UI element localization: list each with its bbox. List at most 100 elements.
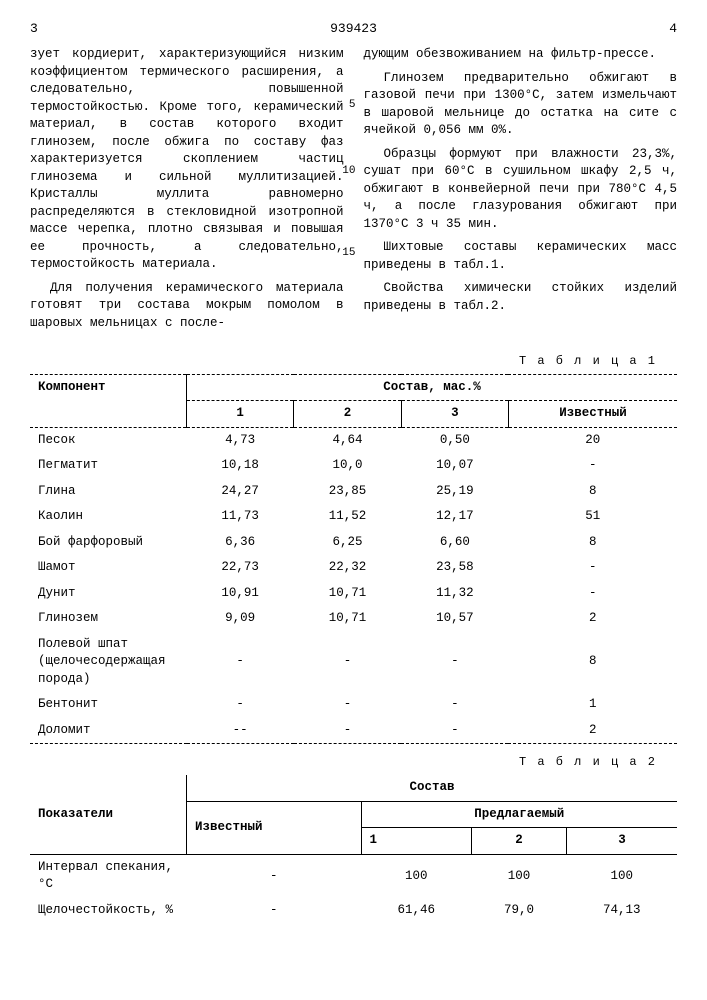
cell-c3: 6,60	[401, 530, 508, 556]
cell-c3: 10,07	[401, 453, 508, 479]
t2-col-1: 1	[361, 828, 471, 855]
right-column: дующим обезвоживанием на фильтр-прессе. …	[364, 46, 678, 338]
cell-known: 1	[508, 692, 677, 718]
cell-c2: 4,64	[294, 427, 401, 453]
table-row: Бой фарфоровый6,366,256,608	[30, 530, 677, 556]
cell-name: Щелочестойкость, %	[30, 898, 187, 924]
right-para-2: Глинозем предварительно обжигают в газов…	[364, 70, 678, 140]
page-header: 3 939423 4	[30, 20, 677, 38]
table-1: Компонент Состав, мас.% 1 2 3 Известный …	[30, 374, 677, 745]
line-number-5: 5	[349, 98, 356, 113]
cell-c3: 25,19	[401, 479, 508, 505]
t1-col-known: Известный	[508, 401, 677, 428]
t2-body: Интервал спекания, °С-100100100Щелочесто…	[30, 854, 677, 923]
t1-head-composition: Состав, мас.%	[187, 374, 678, 401]
cell-c1: 4,73	[187, 427, 294, 453]
right-para-3: Образцы формуют при влажности 23,3%, суш…	[364, 146, 678, 234]
t1-head-component: Компонент	[30, 374, 187, 427]
cell-known: -	[187, 854, 362, 898]
left-column: 5 10 15 зует кордиерит, характеризующийс…	[30, 46, 344, 338]
cell-c2: 10,0	[294, 453, 401, 479]
t2-col-2: 2	[471, 828, 566, 855]
cell-name: Пегматит	[30, 453, 187, 479]
cell-c2: 100	[471, 854, 566, 898]
text-columns: 5 10 15 зует кордиерит, характеризующийс…	[30, 46, 677, 338]
t2-head-indicators: Показатели	[30, 775, 187, 854]
cell-name: Дунит	[30, 581, 187, 607]
cell-c3: 0,50	[401, 427, 508, 453]
t1-col-2: 2	[294, 401, 401, 428]
cell-c2: 11,52	[294, 504, 401, 530]
cell-c1: 10,18	[187, 453, 294, 479]
cell-c1: 10,91	[187, 581, 294, 607]
table-row: Пегматит10,1810,010,07-	[30, 453, 677, 479]
cell-name: Доломит	[30, 718, 187, 744]
cell-name: Каолин	[30, 504, 187, 530]
cell-known: 8	[508, 632, 677, 693]
document-number: 939423	[70, 20, 637, 38]
table-row: Щелочестойкость, %-61,4679,074,13	[30, 898, 677, 924]
cell-known: -	[508, 581, 677, 607]
left-para-2: Для получения керамического материала го…	[30, 280, 344, 333]
table-row: Шамот22,7322,3223,58-	[30, 555, 677, 581]
cell-c3: 23,58	[401, 555, 508, 581]
cell-c1: 9,09	[187, 606, 294, 632]
cell-name: Интервал спекания, °С	[30, 854, 187, 898]
cell-c1: 11,73	[187, 504, 294, 530]
table2-label: Т а б л и ц а 2	[30, 754, 657, 771]
table-2: Показатели Состав Известный Предлагаемый…	[30, 775, 677, 923]
cell-name: Бой фарфоровый	[30, 530, 187, 556]
cell-c3: 10,57	[401, 606, 508, 632]
t2-head-proposed: Предлагаемый	[361, 801, 677, 828]
cell-known: 2	[508, 718, 677, 744]
cell-c3: -	[401, 718, 508, 744]
cell-name: Глинозем	[30, 606, 187, 632]
cell-c2: 10,71	[294, 606, 401, 632]
line-number-10: 10	[342, 164, 355, 179]
cell-name: Бентонит	[30, 692, 187, 718]
cell-known: 2	[508, 606, 677, 632]
cell-c1: 100	[361, 854, 471, 898]
cell-known: 20	[508, 427, 677, 453]
table-row: Каолин11,7311,5212,1751	[30, 504, 677, 530]
right-para-5: Свойства химически стойких изделий приве…	[364, 280, 678, 315]
t2-head-known: Известный	[187, 801, 362, 854]
cell-c3: -	[401, 692, 508, 718]
cell-known: -	[187, 898, 362, 924]
cell-c1: 6,36	[187, 530, 294, 556]
cell-known: -	[508, 453, 677, 479]
cell-known: 8	[508, 530, 677, 556]
cell-c2: -	[294, 718, 401, 744]
cell-c1: -	[187, 632, 294, 693]
right-para-1: дующим обезвоживанием на фильтр-прессе.	[364, 46, 678, 64]
t2-head-composition: Состав	[187, 775, 678, 801]
cell-c3: 100	[566, 854, 677, 898]
cell-known: 51	[508, 504, 677, 530]
table-row: Дунит10,9110,7111,32-	[30, 581, 677, 607]
cell-c1: 22,73	[187, 555, 294, 581]
table-row: Глина24,2723,8525,198	[30, 479, 677, 505]
table-row: Интервал спекания, °С-100100100	[30, 854, 677, 898]
t2-col-3: 3	[566, 828, 677, 855]
table-row: Бентонит---1	[30, 692, 677, 718]
cell-c1: 61,46	[361, 898, 471, 924]
table-row: Глинозем9,0910,7110,572	[30, 606, 677, 632]
cell-c2: 10,71	[294, 581, 401, 607]
t1-col-3: 3	[401, 401, 508, 428]
cell-c2: 22,32	[294, 555, 401, 581]
cell-c1: -	[187, 692, 294, 718]
right-page-number: 4	[637, 20, 677, 38]
cell-c2: -	[294, 632, 401, 693]
left-para-1: зует кордиерит, характеризующийся низким…	[30, 46, 344, 274]
table-row: Доломит----2	[30, 718, 677, 744]
cell-known: 8	[508, 479, 677, 505]
cell-c3: 11,32	[401, 581, 508, 607]
left-page-number: 3	[30, 20, 70, 38]
cell-name: Полевой шпат (щелочесодержащая порода)	[30, 632, 187, 693]
right-para-4: Шихтовые составы керамических масс приве…	[364, 239, 678, 274]
line-number-15: 15	[342, 246, 355, 261]
cell-c3: -	[401, 632, 508, 693]
cell-c2: 6,25	[294, 530, 401, 556]
cell-name: Песок	[30, 427, 187, 453]
cell-c2: 23,85	[294, 479, 401, 505]
